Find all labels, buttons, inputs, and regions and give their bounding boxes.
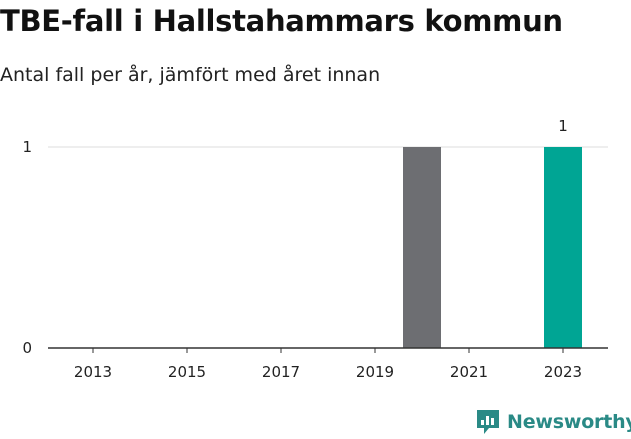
x-tick-label: 2021 <box>450 363 488 381</box>
label-layer: 0 1 1 2013 2015 2017 2019 2021 2023 <box>22 117 582 381</box>
x-tick-label: 2015 <box>168 363 206 381</box>
bar <box>403 147 441 348</box>
data-label: 1 <box>558 117 568 135</box>
newsworthy-logo: Newsworthy <box>475 408 631 436</box>
chart-title: TBE-fall i Hallstahammars kommun <box>0 4 563 38</box>
bar-highlight <box>544 147 582 348</box>
axis-layer <box>48 347 608 353</box>
newsworthy-logo-icon <box>477 410 499 434</box>
x-tick-label: 2017 <box>262 363 300 381</box>
newsworthy-logo-text: Newsworthy <box>507 411 631 433</box>
x-tick-label: 2023 <box>544 363 582 381</box>
x-tick-label: 2019 <box>356 363 394 381</box>
bar-layer <box>403 147 582 348</box>
y-tick-label: 0 <box>22 339 32 357</box>
x-tick-label: 2013 <box>74 363 112 381</box>
chart-subtitle: Antal fall per år, jämfört med året inna… <box>0 64 381 86</box>
y-tick-label: 1 <box>22 138 32 156</box>
